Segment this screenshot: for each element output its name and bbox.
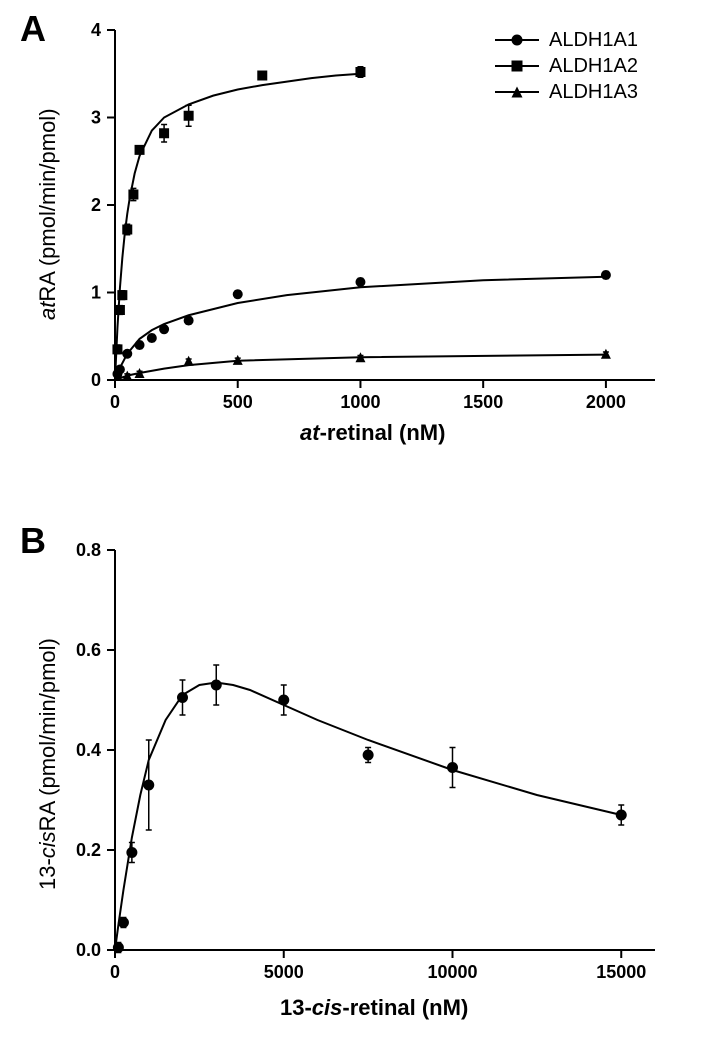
svg-text:15000: 15000	[596, 962, 646, 982]
series-point	[616, 810, 627, 821]
series-point	[177, 692, 188, 703]
series-point	[211, 680, 222, 691]
svg-text:0.4: 0.4	[76, 740, 101, 760]
series-curve	[115, 683, 621, 951]
series-point	[278, 695, 289, 706]
series-point	[363, 750, 374, 761]
svg-text:0.2: 0.2	[76, 840, 101, 860]
svg-text:0.8: 0.8	[76, 540, 101, 560]
series-point	[143, 780, 154, 791]
svg-text:0.0: 0.0	[76, 940, 101, 960]
page: A 050010001500200001234ALDH1A1ALDH1A2ALD…	[0, 0, 702, 1051]
svg-text:0.6: 0.6	[76, 640, 101, 660]
chart-b: 0 5000 10000 15000 0.0 0.2 0.4 0.6 0.8 13-cisRA …	[0, 0, 702, 1051]
series-point	[113, 942, 124, 953]
svg-text:10000: 10000	[427, 962, 477, 982]
series-point	[126, 847, 137, 858]
series-point	[447, 762, 458, 773]
chart-b-y-title: 13-cisRA (pmol/min/pmol)	[35, 638, 61, 890]
series-point	[118, 917, 129, 928]
svg-text:5000: 5000	[264, 962, 304, 982]
svg-text:0: 0	[110, 962, 120, 982]
chart-b-svg: 0 5000 10000 15000 0.0 0.2 0.4 0.6 0.8	[0, 0, 702, 1051]
chart-b-x-title: 13-cis-retinal (nM)	[280, 995, 468, 1021]
